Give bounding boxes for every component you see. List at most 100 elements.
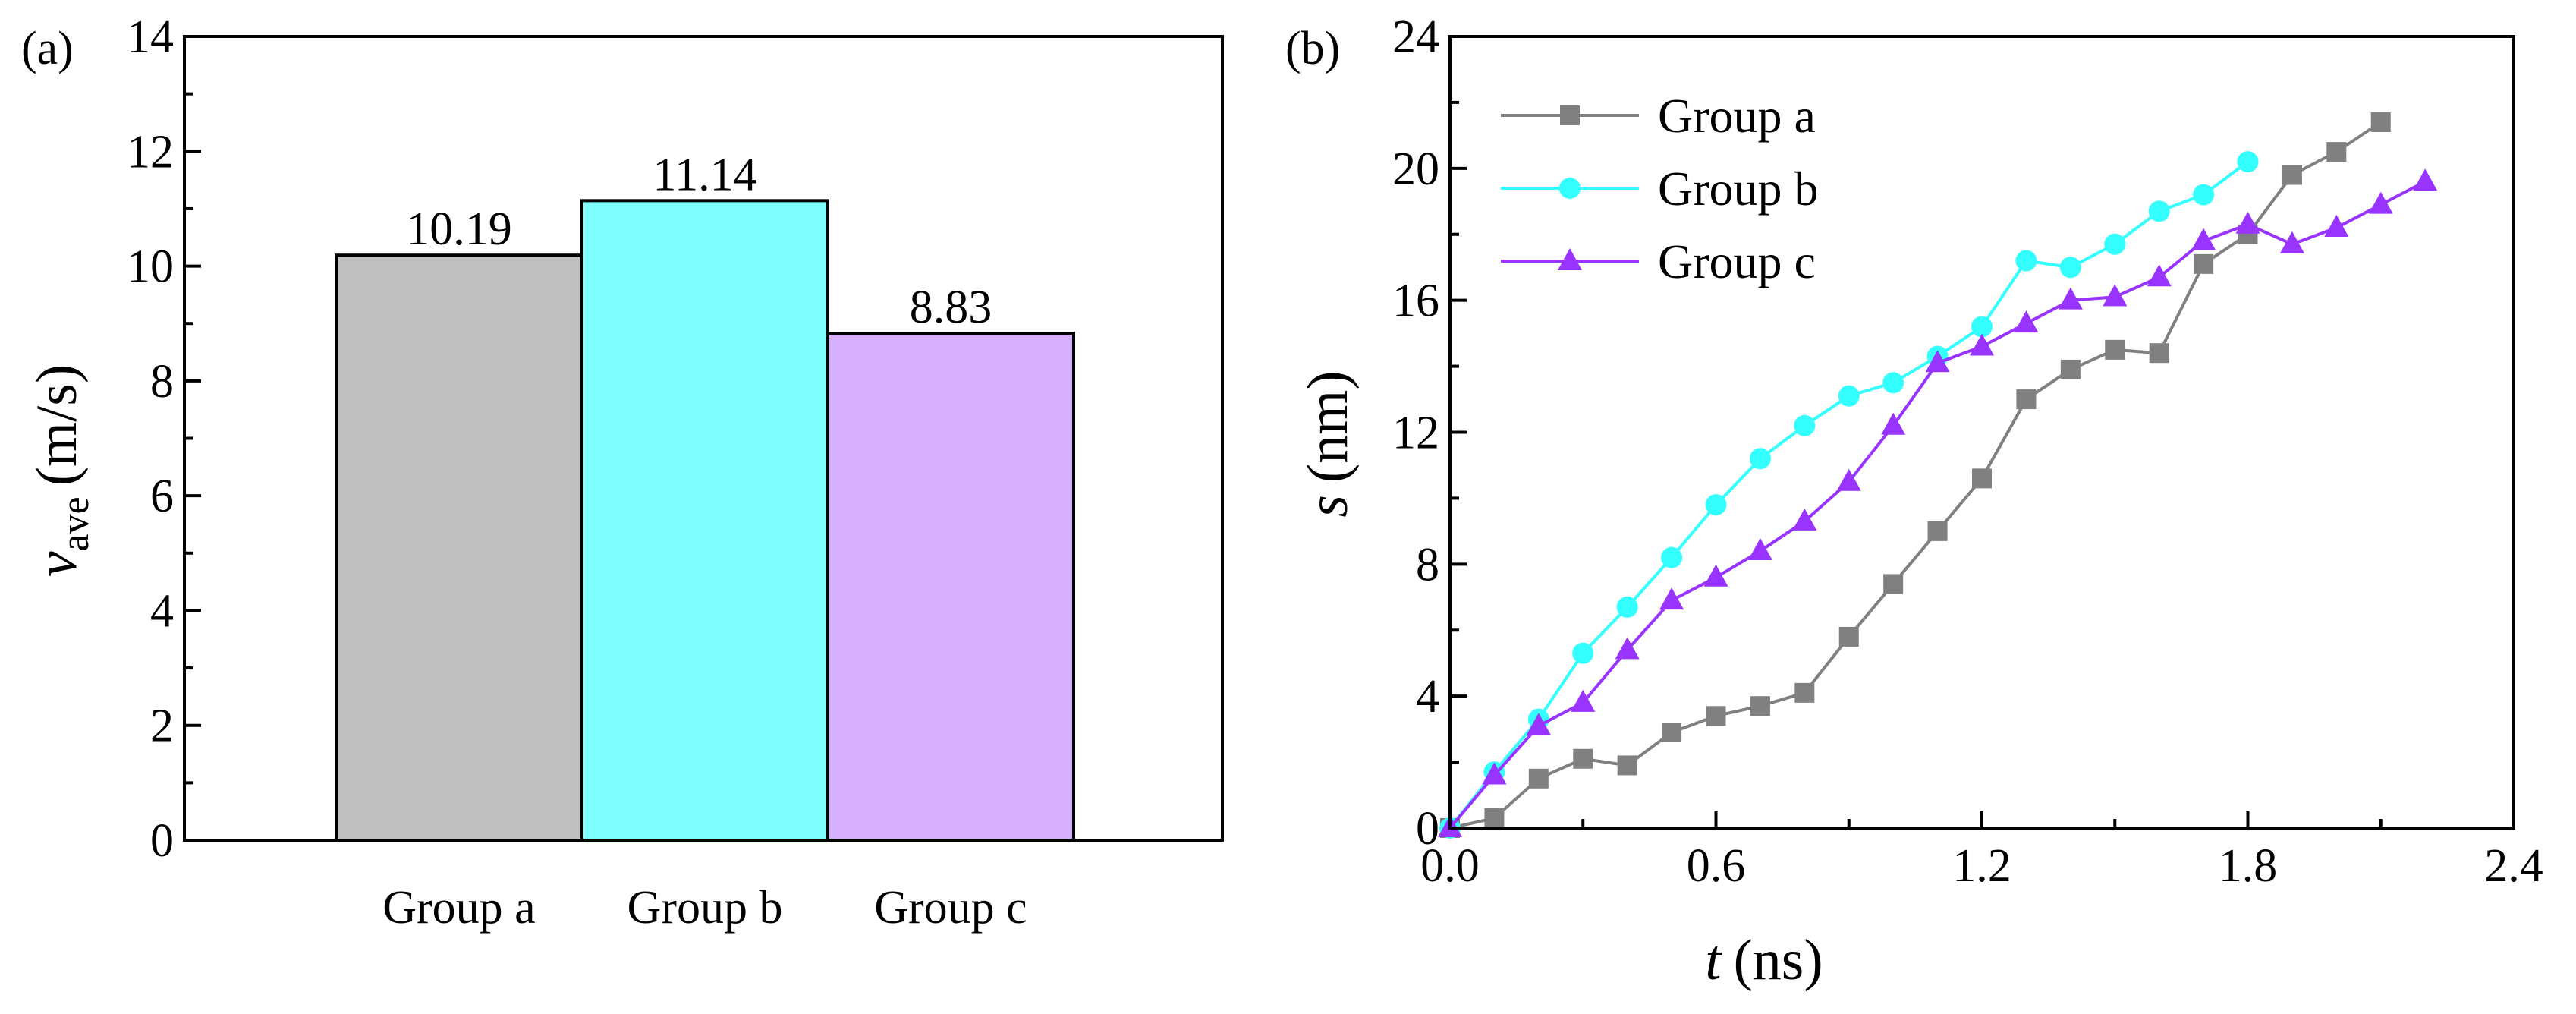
data-point bbox=[2193, 184, 2215, 206]
data-point bbox=[1573, 748, 1593, 769]
value-labels: 10.19 11.14 8.83 bbox=[406, 149, 992, 333]
data-point bbox=[1705, 494, 1727, 516]
y-axis-label-unit: (nm) bbox=[1296, 370, 1360, 483]
data-point bbox=[2015, 250, 2037, 272]
data-point bbox=[1615, 637, 1640, 660]
data-point bbox=[1747, 537, 1772, 560]
data-point bbox=[1838, 626, 1859, 647]
legend-label: Group a bbox=[1658, 89, 1816, 143]
y-axis-label: vave (m/s) bbox=[25, 364, 97, 577]
data-point bbox=[2324, 215, 2349, 238]
bar-value-label: 8.83 bbox=[910, 282, 992, 333]
x-tick-label: 1.2 bbox=[1952, 840, 2011, 892]
y-tick-label: 24 bbox=[1392, 11, 1439, 63]
data-point bbox=[1662, 722, 1682, 742]
category-label: Group b bbox=[627, 882, 783, 934]
data-point bbox=[1794, 682, 1815, 703]
category-label: Group a bbox=[382, 882, 535, 934]
bar-chart-panel: (a) 0 2 4 6 8 10 12 14 Group a Group b Group c 10… bbox=[21, 11, 1224, 934]
data-point bbox=[2413, 168, 2438, 191]
axis-ticks: 0 4 8 12 16 20 24 0.0 0.6 1.2 1.8 2.4 bbox=[1392, 11, 2543, 892]
data-point bbox=[2060, 359, 2081, 379]
y-tick-label: 14 bbox=[127, 11, 174, 63]
series bbox=[1438, 112, 2438, 839]
data-point bbox=[1970, 333, 1994, 356]
data-point bbox=[1925, 350, 1950, 373]
y-tick-label: 8 bbox=[150, 356, 174, 408]
y-axis-label-var: v bbox=[25, 551, 89, 577]
bar bbox=[580, 199, 829, 842]
data-point bbox=[2016, 389, 2037, 410]
data-point bbox=[1659, 587, 1684, 610]
plot-frame bbox=[183, 35, 1224, 842]
data-point bbox=[1972, 468, 1992, 489]
data-point bbox=[1749, 448, 1771, 470]
data-point bbox=[1792, 508, 1817, 531]
data-point bbox=[2235, 211, 2260, 234]
y-axis-label: s (nm) bbox=[1296, 370, 1360, 517]
y-axis-label-subscript: ave bbox=[54, 496, 97, 551]
legend-marker bbox=[1560, 105, 1580, 125]
legend-marker bbox=[1558, 248, 1582, 270]
legend-item: Group a bbox=[1501, 89, 1816, 143]
series-group-c bbox=[1438, 168, 2438, 837]
legend-item: Group c bbox=[1501, 235, 1816, 288]
data-point bbox=[1838, 385, 1860, 407]
legend-label: Group c bbox=[1658, 235, 1816, 288]
legend: Group a Group b Group c bbox=[1501, 89, 1819, 288]
category-labels: Group a Group b Group c bbox=[382, 882, 1027, 934]
data-point bbox=[2282, 165, 2302, 185]
y-tick-label: 6 bbox=[150, 471, 174, 522]
x-tick-label: 1.8 bbox=[2219, 840, 2278, 892]
x-axis-label: t (ns) bbox=[1705, 928, 1823, 992]
y-tick-label: 20 bbox=[1392, 143, 1439, 195]
data-point bbox=[2147, 264, 2172, 287]
data-point bbox=[1706, 706, 1726, 726]
data-point bbox=[1484, 808, 1505, 828]
y-axis-label-unit: (m/s) bbox=[25, 364, 89, 486]
y-tick-label: 8 bbox=[1416, 539, 1439, 590]
data-point bbox=[1750, 696, 1770, 716]
data-point bbox=[1881, 412, 1906, 435]
data-point bbox=[1617, 755, 1637, 776]
data-point bbox=[2014, 310, 2039, 333]
series-line bbox=[1448, 180, 2427, 830]
data-point bbox=[1528, 768, 1549, 789]
y-axis-label-var: s bbox=[1296, 495, 1360, 518]
data-point bbox=[2058, 287, 2083, 310]
legend-marker bbox=[1559, 178, 1581, 199]
bar-value-label: 10.19 bbox=[406, 203, 512, 255]
data-point bbox=[1616, 596, 1638, 618]
y-tick-label: 0 bbox=[1416, 803, 1439, 855]
y-tick-label: 16 bbox=[1392, 276, 1439, 327]
x-tick-label: 0.6 bbox=[1687, 840, 1746, 892]
data-point bbox=[2194, 254, 2214, 274]
series-line bbox=[1449, 121, 2382, 830]
x-tick-label: 0.0 bbox=[1420, 840, 1480, 892]
bar-value-label: 11.14 bbox=[653, 149, 756, 200]
series-group-b bbox=[1439, 151, 2259, 839]
bars bbox=[335, 199, 1075, 842]
legend-item: Group b bbox=[1501, 162, 1819, 216]
data-point bbox=[2104, 233, 2126, 255]
data-point bbox=[1882, 372, 1904, 394]
y-tick-label: 4 bbox=[1416, 671, 1439, 723]
data-point bbox=[1482, 762, 1507, 785]
panel-b-label: (b) bbox=[1285, 23, 1340, 74]
data-point bbox=[2368, 191, 2393, 214]
y-tick-label: 12 bbox=[1392, 408, 1439, 459]
data-point bbox=[1794, 414, 1816, 436]
y-tick-label: 12 bbox=[127, 126, 174, 178]
x-axis-label-unit: (ns) bbox=[1733, 928, 1823, 992]
data-point bbox=[1971, 316, 1993, 338]
data-point bbox=[2148, 200, 2170, 222]
plot-frame bbox=[1448, 35, 2515, 830]
category-label: Group c bbox=[874, 882, 1027, 934]
data-point bbox=[2191, 228, 2216, 250]
data-point bbox=[1572, 642, 1594, 664]
x-axis-label-var: t bbox=[1705, 928, 1722, 992]
x-tick-label: 2.4 bbox=[2484, 840, 2543, 892]
data-point bbox=[2279, 231, 2304, 254]
